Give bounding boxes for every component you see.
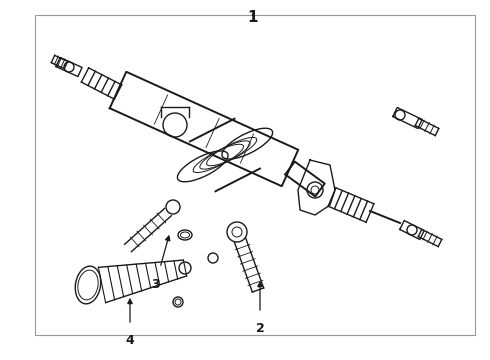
Text: 1: 1: [247, 10, 258, 25]
Bar: [35, 15, 475, 335]
Text: 2: 2: [256, 322, 265, 335]
Text: 4: 4: [125, 334, 134, 347]
Text: 3: 3: [151, 278, 159, 291]
